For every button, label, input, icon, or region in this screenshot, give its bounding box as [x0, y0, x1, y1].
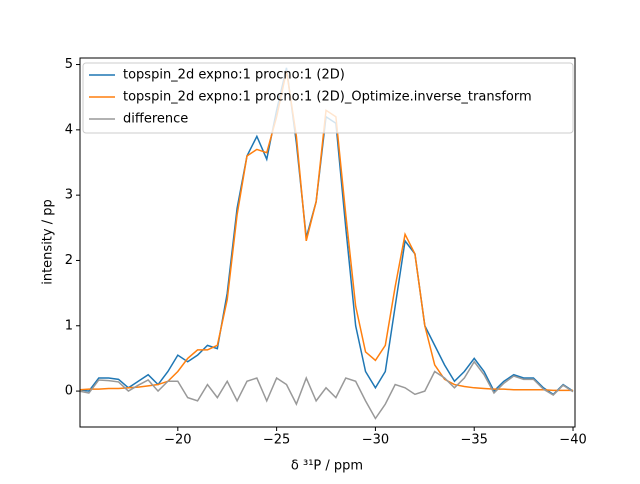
x-tick-label: −20	[164, 433, 191, 448]
y-tick-label: 5	[65, 57, 73, 72]
x-tick-label: −40	[559, 433, 586, 448]
legend-label: difference	[123, 112, 188, 127]
x-axis-label: δ ³¹P / ppm	[291, 459, 363, 474]
x-tick-label: −35	[461, 433, 488, 448]
y-tick-label: 1	[65, 318, 73, 333]
y-tick-label: 2	[65, 253, 73, 268]
plot-frame	[79, 57, 576, 428]
legend-label: topspin_2d expno:1 procno:1 (2D)_Optimiz…	[123, 90, 532, 105]
y-axis-label: intensity / pp	[41, 199, 56, 285]
x-tick-label: −30	[362, 433, 389, 448]
y-tick-label: 3	[65, 188, 73, 203]
x-tick-label: −25	[263, 433, 290, 448]
y-tick-label: 4	[65, 122, 73, 137]
data-line	[80, 360, 574, 420]
y-tick-label: 0	[65, 384, 73, 399]
legend-label: topspin_2d expno:1 procno:1 (2D)	[123, 68, 345, 83]
legend-frame	[82, 62, 574, 134]
